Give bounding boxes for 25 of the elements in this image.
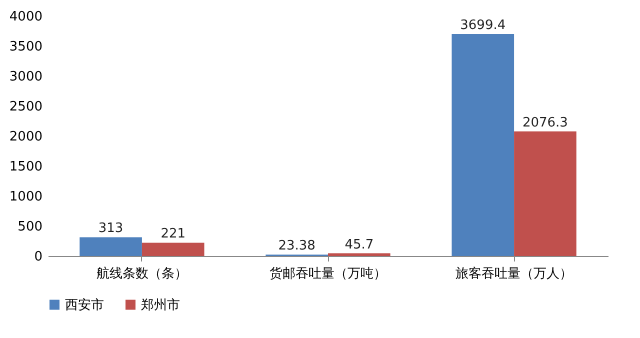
data-label: 221 <box>160 226 186 242</box>
y-tick-label: 500 <box>18 220 42 234</box>
y-tick-label: 4000 <box>9 10 42 24</box>
legend-label: 西安市 <box>65 296 104 313</box>
data-label: 2076.3 <box>522 115 568 130</box>
bar <box>328 253 390 256</box>
data-label: 313 <box>98 221 124 236</box>
legend-label: 郑州市 <box>141 298 180 313</box>
x-tick-label: 旅客吞吐量（万人） <box>456 266 573 282</box>
bar <box>142 242 204 256</box>
data-label: 3699.4 <box>460 18 506 34</box>
x-tick-label: 货邮吞吐量（万吨） <box>270 266 386 282</box>
y-tick-label: 0 <box>34 250 42 264</box>
data-label: 45.7 <box>344 237 374 252</box>
y-tick-label: 2000 <box>9 130 42 144</box>
bar <box>514 131 576 256</box>
x-tick-label: 航线条数（条） <box>96 266 188 282</box>
data-label: 23.38 <box>278 238 316 254</box>
bar <box>80 237 142 256</box>
y-tick-label: 3000 <box>9 70 42 84</box>
y-tick-label: 3500 <box>9 40 42 54</box>
bar <box>452 34 514 256</box>
y-tick-label: 1500 <box>9 160 42 174</box>
y-tick-label: 1000 <box>9 190 42 204</box>
y-tick-label: 2500 <box>9 100 42 114</box>
